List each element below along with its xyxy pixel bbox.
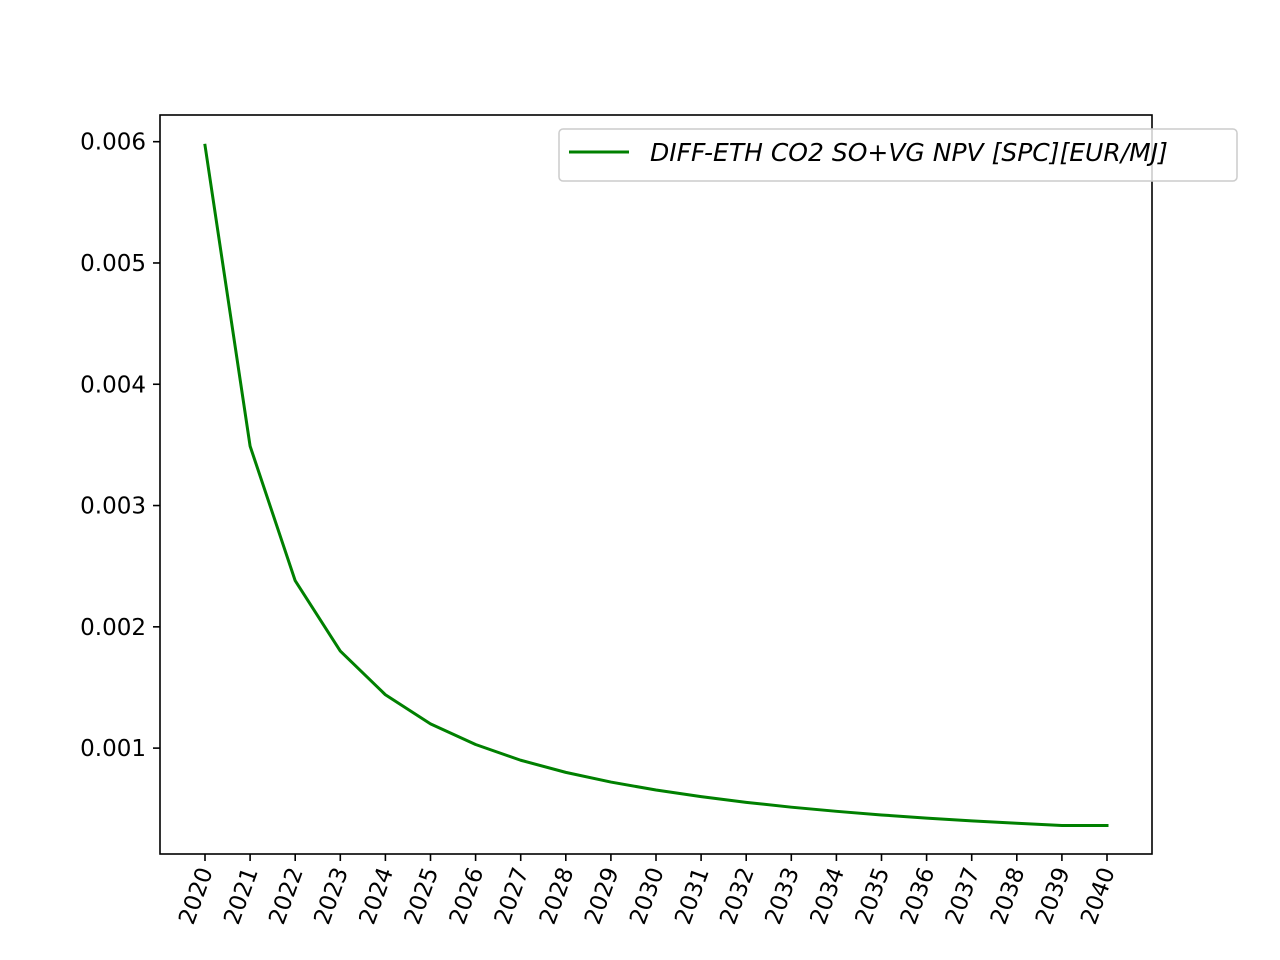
legend-box — [558, 128, 1238, 182]
y-tick-label: 0.001 — [80, 736, 146, 762]
series-line — [203, 143, 1109, 827]
y-tick-label: 0.004 — [80, 372, 146, 398]
legend-label: DIFF-ETH CO2 SO+VG NPV [SPC][EUR/MJ] — [650, 138, 1168, 167]
y-tick-label: 0.002 — [80, 615, 146, 641]
y-tick-label: 0.005 — [80, 251, 146, 277]
legend: DIFF-ETH CO2 SO+VG NPV [SPC][EUR/MJ] — [558, 128, 1238, 182]
y-tick-label: 0.006 — [80, 130, 146, 156]
y-tick-label: 0.003 — [80, 494, 146, 520]
plot-area — [203, 143, 1109, 827]
